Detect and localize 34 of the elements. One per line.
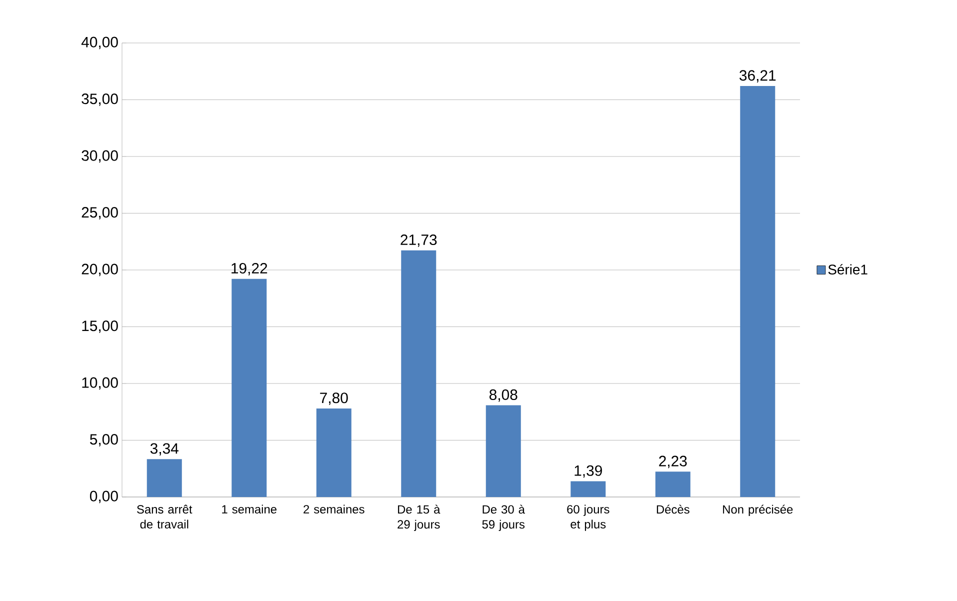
y-tick-label: 35,00: [82, 94, 118, 106]
data-label: 8,08: [490, 389, 518, 402]
x-tick-label: Non précisée: [723, 504, 793, 516]
y-tick-label: 10,00: [82, 377, 118, 390]
data-label: 1,39: [574, 465, 602, 478]
bar: [232, 278, 267, 497]
bar: [316, 408, 352, 497]
x-tick-label: De 30 à 59 jours: [482, 504, 525, 531]
x-tick-label: De 15 à 29 jours: [398, 504, 440, 531]
y-tick-label: 25,00: [82, 207, 118, 220]
bar: [655, 472, 690, 497]
x-tick-label: Sans arrêt de travail: [137, 504, 192, 529]
bar: [146, 459, 182, 497]
data-label: 19,22: [232, 262, 268, 276]
y-tick-label: 0,00: [90, 490, 118, 504]
x-tick-label: 60 jours et plus: [567, 504, 610, 531]
bar: [486, 405, 521, 497]
data-label: 2,23: [659, 456, 687, 468]
y-tick-label: 40,00: [81, 36, 118, 50]
legend-label: Série1: [828, 264, 868, 275]
y-tick-label: 30,00: [82, 150, 118, 163]
data-label: 3,34: [150, 443, 178, 456]
y-tick-label: 20,00: [82, 264, 118, 276]
data-label: 21,73: [400, 234, 437, 247]
x-tick-label: 1 semaine: [222, 504, 276, 514]
y-tick-label: 15,00: [82, 320, 118, 333]
data-label: 7,80: [320, 392, 348, 405]
bar: [401, 250, 436, 497]
data-label: 36,21: [740, 70, 776, 82]
bar: [740, 86, 776, 497]
bar: [570, 481, 606, 497]
y-tick-label: 5,00: [90, 434, 118, 446]
x-tick-label: Décès: [656, 504, 690, 514]
x-tick-label: 2 semaines: [304, 504, 364, 514]
